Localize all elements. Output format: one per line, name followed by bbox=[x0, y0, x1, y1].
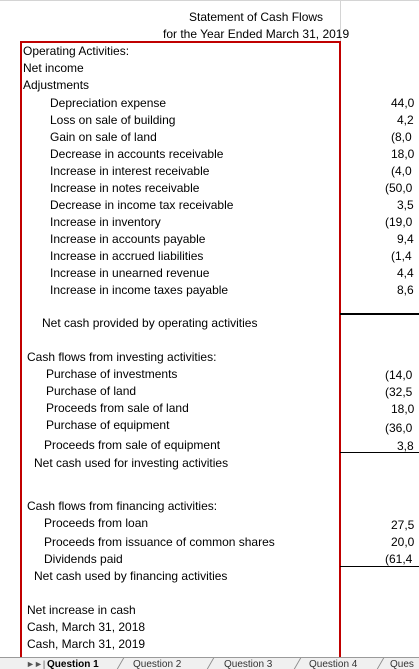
financing-item-value: (61,4 bbox=[385, 552, 413, 566]
operating-item-label: Decrease in accounts receivable bbox=[50, 147, 224, 161]
operating-item-value: (4,0 bbox=[391, 164, 412, 178]
row-gridline bbox=[0, 0, 419, 1]
operating-item-value: 44,0 bbox=[391, 96, 415, 110]
operating-item-value: 9,4 bbox=[397, 232, 414, 246]
subtotal-underline bbox=[340, 566, 419, 567]
tab-scroll-right-icon[interactable]: ► bbox=[26, 659, 35, 669]
financing-header: Cash flows from financing activities: bbox=[27, 499, 218, 513]
tab-question-1[interactable]: Question 1 bbox=[47, 659, 99, 669]
investing-item-value: 18,0 bbox=[391, 402, 415, 416]
tab-question-5[interactable]: Ques bbox=[390, 659, 414, 669]
operating-item-label: Increase in unearned revenue bbox=[50, 266, 210, 280]
operating-item-value: 8,6 bbox=[397, 283, 414, 297]
statement-period: for the Year Ended March 31, 2019 bbox=[163, 27, 350, 41]
tab-question-3[interactable]: Question 3 bbox=[224, 659, 273, 669]
investing-item-value: (14,0 bbox=[385, 368, 413, 382]
operating-item-value: 4,2 bbox=[397, 113, 414, 127]
investing-header: Cash flows from investing activities: bbox=[27, 350, 217, 364]
operating-item-value: (1,4 bbox=[391, 249, 412, 263]
adjustments-label: Adjustments bbox=[23, 78, 90, 92]
sheet-tab-bar: ► ►| Question 1 Question 2 Question 3 Qu… bbox=[0, 657, 419, 669]
operating-item-value: (50,0 bbox=[385, 181, 413, 195]
investing-net-cash-label: Net cash used for investing activities bbox=[34, 456, 229, 470]
operating-item-label: Increase in notes receivable bbox=[50, 181, 200, 195]
financing-item-label: Dividends paid bbox=[44, 552, 123, 566]
financing-item-value: 27,5 bbox=[391, 518, 415, 532]
section-border-left bbox=[20, 41, 22, 657]
investing-item-value: 3,8 bbox=[397, 439, 414, 453]
operating-item-value: 18,0 bbox=[391, 147, 415, 161]
operating-net-cash-label: Net cash provided by operating activitie… bbox=[42, 316, 258, 330]
tab-question-2[interactable]: Question 2 bbox=[133, 659, 182, 669]
section-border-top bbox=[20, 41, 340, 43]
cash-2019-label: Cash, March 31, 2019 bbox=[27, 637, 146, 651]
operating-item-label: Loss on sale of building bbox=[50, 113, 176, 127]
operating-header: Operating Activities: bbox=[23, 44, 130, 58]
net-increase-label: Net increase in cash bbox=[27, 603, 136, 617]
financing-item-value: 20,0 bbox=[391, 535, 415, 549]
tab-divider bbox=[293, 658, 302, 669]
tab-divider bbox=[116, 658, 125, 669]
operating-item-label: Increase in inventory bbox=[50, 215, 161, 229]
operating-item-label: Increase in income taxes payable bbox=[50, 283, 229, 297]
investing-item-label: Proceeds from sale of equipment bbox=[44, 438, 221, 452]
operating-item-label: Decrease in income tax receivable bbox=[50, 198, 234, 212]
operating-item-label: Increase in accounts payable bbox=[50, 232, 206, 246]
investing-item-label: Purchase of land bbox=[46, 384, 137, 398]
subtotal-underline bbox=[340, 313, 419, 315]
financing-item-label: Proceeds from issuance of common shares bbox=[44, 535, 275, 549]
net-income-label: Net income bbox=[23, 61, 84, 75]
investing-item-label: Purchase of equipment bbox=[46, 418, 170, 432]
operating-item-value: 4,4 bbox=[397, 266, 414, 280]
operating-item-value: (8,0 bbox=[391, 130, 412, 144]
investing-item-label: Proceeds from sale of land bbox=[46, 401, 189, 415]
tab-scroll-last-icon[interactable]: ►| bbox=[34, 659, 46, 669]
investing-item-value: (32,5 bbox=[385, 385, 413, 399]
investing-item-value: (36,0 bbox=[385, 421, 413, 435]
tab-question-4[interactable]: Question 4 bbox=[309, 659, 358, 669]
financing-net-cash-label: Net cash used by financing activities bbox=[34, 569, 228, 583]
section-border-right bbox=[339, 41, 341, 657]
operating-item-label: Increase in interest receivable bbox=[50, 164, 210, 178]
cash-2018-label: Cash, March 31, 2018 bbox=[27, 620, 146, 634]
operating-item-value: 3,5 bbox=[397, 198, 414, 212]
operating-item-value: (19,0 bbox=[385, 215, 413, 229]
subtotal-underline bbox=[340, 452, 419, 453]
operating-item-label: Depreciation expense bbox=[50, 96, 167, 110]
statement-title: Statement of Cash Flows bbox=[189, 10, 324, 24]
tab-divider bbox=[376, 658, 385, 669]
operating-item-label: Gain on sale of land bbox=[50, 130, 157, 144]
investing-item-label: Purchase of investments bbox=[46, 367, 178, 381]
financing-item-label: Proceeds from loan bbox=[44, 516, 149, 530]
operating-item-label: Increase in accrued liabilities bbox=[50, 249, 204, 263]
tab-divider bbox=[206, 658, 215, 669]
